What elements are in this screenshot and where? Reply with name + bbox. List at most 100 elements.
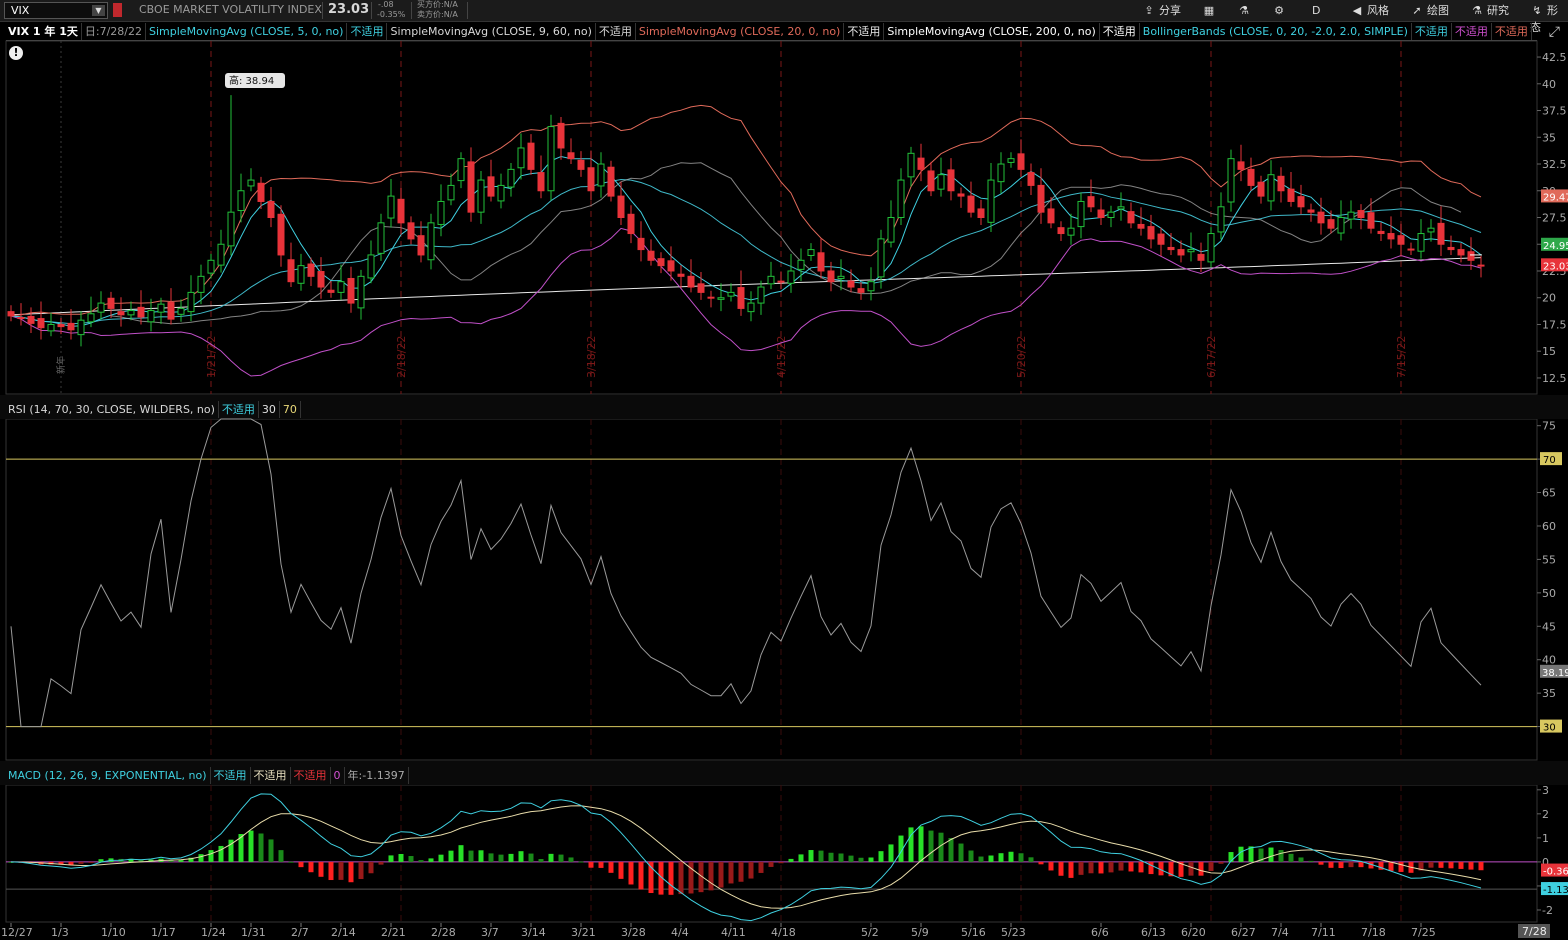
expand-icon[interactable]: ⤢ <box>1548 24 1560 40</box>
macd-histogram-bar <box>1418 861 1424 871</box>
macd-histogram-bar <box>88 861 94 863</box>
x-tick-label: 5/2 <box>861 926 879 939</box>
alert-icon[interactable]: ! <box>9 46 23 60</box>
macd-histogram-bar <box>488 853 494 862</box>
candle <box>587 167 595 192</box>
rsi-current-label: 38.19 <box>1542 668 1568 679</box>
macd-histogram-bar <box>938 832 944 862</box>
style-button[interactable]: ◀ 风格 <box>1350 2 1389 19</box>
top-toolbar: VIX ▼ CBOE MARKET VOLATILITY INDEX 23.03… <box>0 0 1568 34</box>
timeframe-button[interactable]: D <box>1312 4 1321 17</box>
rsi-30-bg <box>1540 719 1562 733</box>
macd-histogram-bar <box>1158 861 1164 876</box>
candle <box>637 237 645 251</box>
candle <box>1397 235 1405 245</box>
candle <box>837 275 845 279</box>
candle <box>7 311 15 317</box>
candle <box>897 179 905 218</box>
candle <box>657 258 665 267</box>
candle <box>1227 158 1235 203</box>
candle <box>747 302 755 313</box>
macd-histogram-bar <box>918 826 924 862</box>
candle <box>267 200 275 218</box>
patterns-button[interactable]: ↯ 形态 <box>1530 4 1558 34</box>
macd-histogram-bar <box>898 835 904 862</box>
share-button[interactable]: ⇪ 分享 <box>1142 2 1181 19</box>
candle <box>37 318 45 329</box>
study-sma5[interactable]: SimpleMovingAvg (CLOSE, 5, 0, no) <box>146 23 348 40</box>
macd-histogram-bar <box>78 861 84 864</box>
candle <box>1307 209 1315 213</box>
price-tick-label: 37.5 <box>1542 105 1567 118</box>
x-tick-label: 6/27 <box>1231 926 1256 939</box>
x-tick-label: 3/14 <box>521 926 546 939</box>
rsi-study-bar: RSI (14, 70, 30, CLOSE, WILDERS, no) 不适用 3… <box>5 401 301 418</box>
candle <box>117 311 125 316</box>
price-label-bg <box>1541 189 1568 203</box>
macd-histogram-bar <box>1098 861 1104 874</box>
cursor-icon: ➚ <box>1412 4 1422 17</box>
macd-histogram-bar <box>1298 857 1304 862</box>
sma200-line <box>10 257 1482 316</box>
rsi-label[interactable]: RSI (14, 70, 30, CLOSE, WILDERS, no) <box>5 401 219 418</box>
macd-histogram-bar <box>768 861 774 867</box>
price-tick-label: 12.5 <box>1542 372 1567 385</box>
drawing-button[interactable]: ➚ 绘图 <box>1410 2 1449 19</box>
x-tick-label: 1/3 <box>51 926 69 939</box>
lab-button[interactable]: ⚗ <box>1237 2 1254 19</box>
macd-histogram-bar <box>788 858 794 862</box>
studies-button[interactable]: ⚗ 研究 <box>1470 2 1509 19</box>
bollinger-lower-line <box>10 227 1482 377</box>
candle <box>87 313 95 323</box>
candle <box>337 281 345 293</box>
macd-histogram-bar <box>608 861 614 873</box>
candle <box>1437 222 1445 245</box>
macd-histogram-bar <box>1078 861 1084 875</box>
study-sma20[interactable]: SimpleMovingAvg (CLOSE, 20, 0, no) <box>636 23 845 40</box>
x-tick-label: 1/24 <box>201 926 226 939</box>
macd-histogram-bar <box>228 839 234 862</box>
price-label-bg <box>1541 237 1568 251</box>
macd-label[interactable]: MACD (12, 26, 9, EXPONENTIAL, no) <box>5 767 211 784</box>
x-tick-label: 7/4 <box>1271 926 1289 939</box>
symbol-text: VIX <box>11 4 30 17</box>
macd-histogram-bar <box>368 861 374 874</box>
candle <box>597 163 605 187</box>
settings-button[interactable]: ⚙ <box>1272 2 1289 19</box>
candle <box>1087 196 1095 208</box>
study-bollinger-lower-value: 不适用 <box>1452 23 1492 40</box>
high-marker-box <box>225 73 285 88</box>
flag-icon[interactable] <box>113 3 122 17</box>
macd-histogram-bar <box>828 852 834 862</box>
grid-layout-button[interactable]: ▦ <box>1202 2 1219 19</box>
expiration-label: 4/15/22 <box>775 336 788 378</box>
symbol-input[interactable]: VIX ▼ <box>4 2 108 19</box>
macd-histogram-bar <box>1268 847 1274 862</box>
macd-histogram-bar <box>1238 846 1244 862</box>
speaker-icon: ◀ <box>1352 4 1362 17</box>
macd-histogram-bar <box>628 861 634 885</box>
sma5-line <box>10 155 1482 327</box>
macd-histogram-bar <box>178 860 184 862</box>
candle <box>1297 196 1305 208</box>
candle <box>847 280 855 288</box>
rsi-current-bg <box>1540 664 1568 678</box>
chevron-down-icon[interactable]: ▼ <box>92 5 105 16</box>
study-bollinger[interactable]: BollingerBands (CLOSE, 0, 20, -2.0, 2.0,… <box>1140 23 1412 40</box>
rsi-70-label: 70 <box>1543 455 1556 466</box>
macd-histogram-bar <box>288 861 294 863</box>
candle <box>1097 209 1105 218</box>
pane-separator <box>0 761 1568 785</box>
study-sma200[interactable]: SimpleMovingAvg (CLOSE, 200, 0, no) <box>884 23 1100 40</box>
macd-histogram-bar <box>1388 861 1394 871</box>
macd-histogram-bar <box>418 860 424 862</box>
macd-histogram-bar <box>798 854 804 862</box>
study-sma200-value: 不适用 <box>1100 23 1140 40</box>
candle <box>1037 184 1045 213</box>
study-sma9[interactable]: SimpleMovingAvg (CLOSE, 9, 60, no) <box>387 23 596 40</box>
candle <box>967 195 975 213</box>
price-tick-label: 40 <box>1542 78 1556 91</box>
x-tick-label: 1/17 <box>151 926 176 939</box>
rsi-70-bg <box>1540 452 1562 466</box>
